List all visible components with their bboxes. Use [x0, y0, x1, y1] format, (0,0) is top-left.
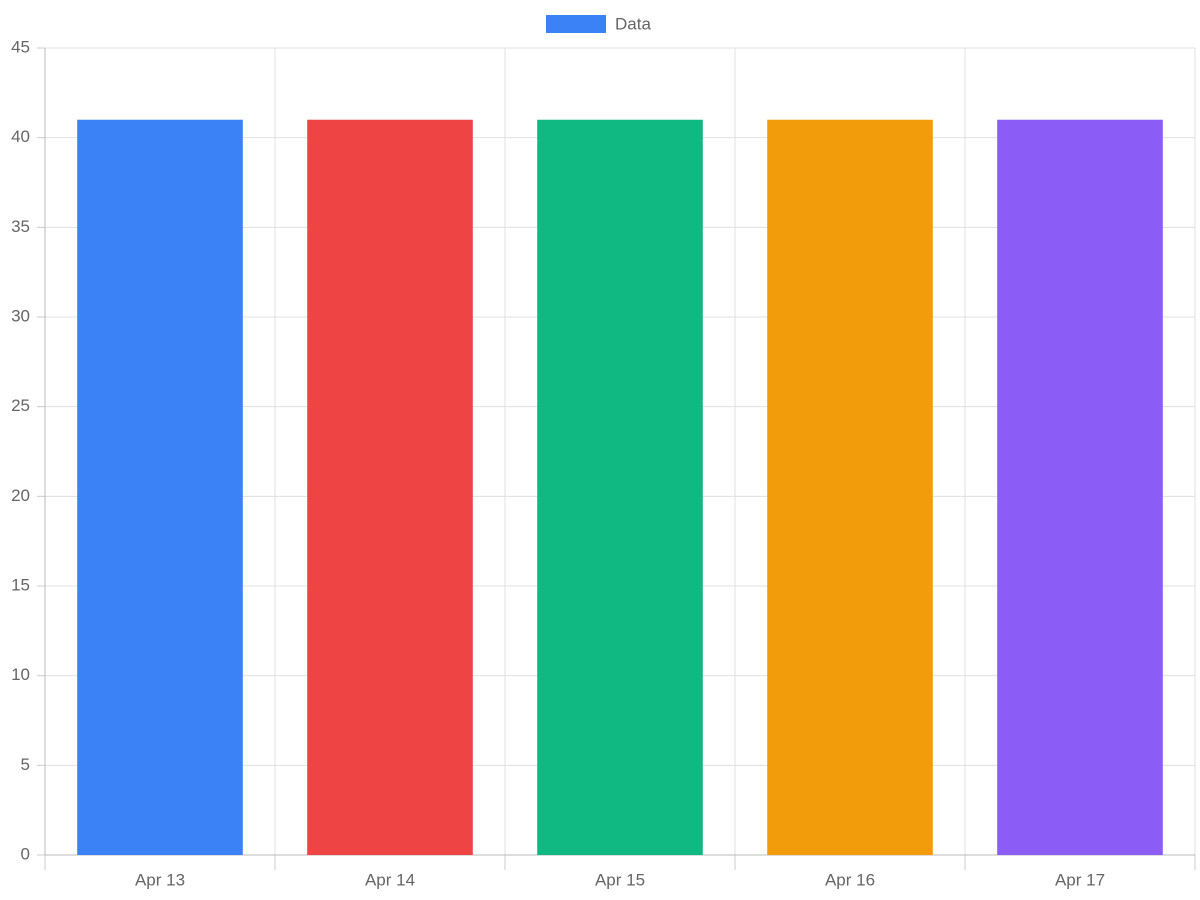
x-tick-label: Apr 14: [365, 870, 415, 889]
y-tick-label: 30: [11, 306, 30, 325]
y-tick-label: 20: [11, 486, 30, 505]
x-tick-label: Apr 13: [135, 870, 185, 889]
x-tick-label: Apr 17: [1055, 870, 1105, 889]
y-tick-label: 10: [11, 665, 30, 684]
legend-label: Data: [615, 14, 651, 33]
y-tick-label: 25: [11, 396, 30, 415]
y-tick-label: 0: [21, 844, 30, 863]
bar: [77, 119, 243, 855]
y-tick-label: 40: [11, 127, 30, 146]
bar: [307, 119, 473, 855]
bar: [767, 119, 933, 855]
x-tick-label: Apr 15: [595, 870, 645, 889]
bar: [997, 119, 1163, 855]
y-tick-label: 35: [11, 217, 30, 236]
x-tick-label: Apr 16: [825, 870, 875, 889]
y-tick-label: 45: [11, 37, 30, 56]
y-tick-label: 15: [11, 575, 30, 594]
legend-swatch: [546, 15, 606, 33]
y-tick-label: 5: [21, 755, 30, 774]
bar: [537, 119, 703, 855]
